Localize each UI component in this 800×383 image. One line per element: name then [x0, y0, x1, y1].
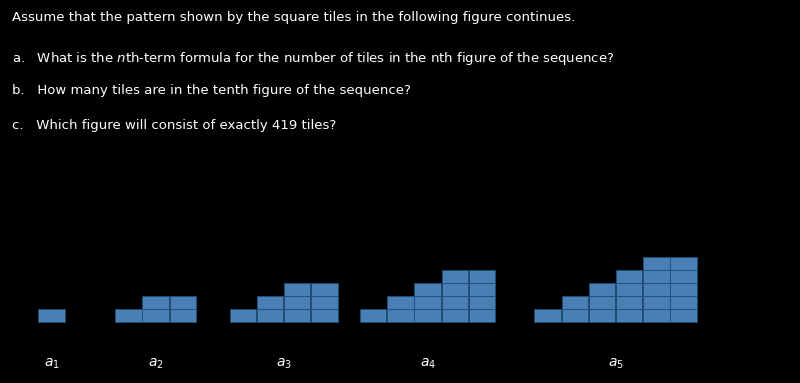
Bar: [284, 309, 310, 322]
Bar: [616, 270, 642, 283]
Bar: [670, 283, 697, 296]
Bar: [387, 309, 414, 322]
Bar: [670, 257, 697, 270]
Bar: [284, 296, 310, 309]
Bar: [616, 283, 642, 296]
Bar: [469, 270, 495, 283]
Text: $a_2$: $a_2$: [148, 357, 164, 371]
Bar: [589, 283, 615, 296]
Bar: [38, 309, 65, 322]
Text: Assume that the pattern shown by the square tiles in the following figure contin: Assume that the pattern shown by the squ…: [12, 11, 575, 25]
Bar: [257, 309, 283, 322]
Bar: [257, 296, 283, 309]
Bar: [360, 309, 386, 322]
Text: a.   What is the $n$th-term formula for the number of tiles in the nth figure of: a. What is the $n$th-term formula for th…: [12, 50, 614, 67]
Bar: [170, 296, 196, 309]
Text: $a_4$: $a_4$: [420, 357, 436, 371]
Bar: [589, 309, 615, 322]
Bar: [142, 309, 169, 322]
Bar: [414, 283, 441, 296]
Bar: [670, 270, 697, 283]
Bar: [643, 270, 670, 283]
Text: $a_1$: $a_1$: [44, 357, 60, 371]
Bar: [469, 309, 495, 322]
Bar: [469, 283, 495, 296]
Bar: [670, 296, 697, 309]
Text: c.   Which figure will consist of exactly 419 tiles?: c. Which figure will consist of exactly …: [12, 119, 336, 132]
Bar: [469, 296, 495, 309]
Bar: [284, 283, 310, 296]
Bar: [170, 309, 196, 322]
Text: b.   How many tiles are in the tenth figure of the sequence?: b. How many tiles are in the tenth figur…: [12, 84, 411, 97]
Bar: [387, 296, 414, 309]
Bar: [230, 309, 256, 322]
Bar: [142, 296, 169, 309]
Bar: [589, 296, 615, 309]
Bar: [311, 309, 338, 322]
Bar: [442, 283, 468, 296]
Bar: [414, 309, 441, 322]
Bar: [643, 296, 670, 309]
Bar: [643, 257, 670, 270]
Bar: [616, 296, 642, 309]
Bar: [562, 296, 588, 309]
Bar: [643, 309, 670, 322]
Bar: [562, 309, 588, 322]
Bar: [670, 309, 697, 322]
Bar: [534, 309, 561, 322]
Bar: [311, 296, 338, 309]
Text: $a_5$: $a_5$: [608, 357, 624, 371]
Bar: [643, 283, 670, 296]
Bar: [442, 296, 468, 309]
Bar: [442, 309, 468, 322]
Bar: [616, 309, 642, 322]
Bar: [311, 283, 338, 296]
Text: $a_3$: $a_3$: [276, 357, 292, 371]
Bar: [414, 296, 441, 309]
Bar: [442, 270, 468, 283]
Bar: [115, 309, 142, 322]
